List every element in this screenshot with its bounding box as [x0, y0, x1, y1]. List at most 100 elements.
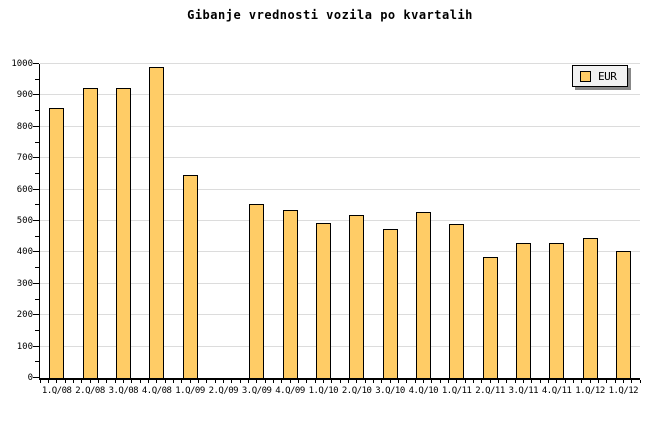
- x-tick: [89, 380, 91, 383]
- x-tick: [156, 380, 158, 383]
- gridline: [40, 189, 640, 190]
- y-tick-major: [33, 377, 39, 378]
- x-tick: [514, 380, 516, 383]
- bar: [149, 67, 165, 378]
- x-axis-label: 1.Q/11: [441, 386, 472, 396]
- x-tick: [556, 380, 558, 383]
- x-tick: [114, 380, 116, 383]
- y-tick-minor: [35, 267, 39, 268]
- chart-title: Gibanje vrednosti vozila po kvartalih: [187, 8, 473, 22]
- y-axis-line: [39, 64, 40, 378]
- y-tick-major: [33, 220, 39, 221]
- x-tick: [572, 380, 574, 383]
- y-tick-minor: [35, 299, 39, 300]
- x-tick: [256, 380, 258, 383]
- y-axis-label: 300: [16, 279, 33, 289]
- x-tick: [439, 380, 441, 383]
- x-tick: [614, 380, 616, 383]
- y-axis-label: 0: [27, 373, 33, 383]
- y-axis-label: 400: [16, 247, 33, 257]
- x-tick: [389, 380, 391, 383]
- x-axis-label: 4.Q/09: [275, 386, 305, 396]
- x-tick: [264, 380, 266, 383]
- y-tick-major: [33, 314, 39, 315]
- x-tick: [481, 380, 483, 383]
- x-axis-label: 4.Q/11: [541, 386, 572, 396]
- x-tick: [314, 380, 316, 383]
- x-tick: [506, 380, 508, 383]
- x-tick: [639, 380, 641, 383]
- y-tick-major: [33, 251, 39, 252]
- bar: [282, 210, 298, 378]
- x-axis-label: 2.Q/09: [208, 386, 239, 396]
- x-tick: [206, 380, 208, 383]
- x-tick: [339, 380, 341, 383]
- x-axis-label: 3.Q/10: [375, 386, 405, 396]
- bar: [49, 108, 65, 378]
- y-tick-major: [33, 94, 39, 95]
- x-tick: [622, 380, 624, 383]
- bar: [382, 229, 398, 378]
- x-tick: [222, 380, 224, 383]
- y-axis-label: 200: [16, 310, 33, 320]
- x-tick: [606, 380, 608, 383]
- y-tick-major: [33, 283, 39, 284]
- legend-swatch-icon: [580, 70, 591, 82]
- y-tick-minor: [35, 79, 39, 80]
- x-tick: [122, 380, 124, 383]
- y-axis-label: 1000: [11, 59, 33, 69]
- bar: [449, 224, 465, 378]
- y-tick-major: [33, 63, 39, 64]
- bar: [315, 223, 331, 378]
- x-tick: [306, 380, 308, 383]
- x-tick: [589, 380, 591, 383]
- x-tick: [164, 380, 166, 383]
- x-axis-label: 3.Q/09: [241, 386, 272, 396]
- x-tick: [381, 380, 383, 383]
- x-tick: [72, 380, 74, 383]
- x-axis-label: 4.Q/08: [141, 386, 172, 396]
- x-axis-label: 2.Q/11: [475, 386, 505, 396]
- gridline: [40, 314, 640, 315]
- x-tick: [131, 380, 133, 383]
- y-axis-label: 900: [16, 90, 33, 100]
- x-tick: [414, 380, 416, 383]
- x-tick: [331, 380, 333, 383]
- bar: [515, 243, 531, 378]
- y-axis-label: 500: [16, 216, 33, 226]
- x-tick: [106, 380, 108, 383]
- x-tick: [97, 380, 99, 383]
- x-axis-label: 1.Q/09: [175, 386, 205, 396]
- x-tick: [297, 380, 299, 383]
- gridline: [40, 220, 640, 221]
- x-tick: [631, 380, 633, 383]
- legend-label: EUR: [598, 69, 617, 83]
- y-tick-minor: [35, 236, 39, 237]
- x-axis-label: 2.Q/10: [341, 386, 372, 396]
- x-tick: [447, 380, 449, 383]
- bar: [349, 215, 365, 378]
- x-tick: [464, 380, 466, 383]
- x-tick: [531, 380, 533, 383]
- gridline: [40, 157, 640, 158]
- y-axis-label: 700: [16, 153, 33, 163]
- gridline: [40, 251, 640, 252]
- gridline: [40, 126, 640, 127]
- legend: EUR: [572, 65, 628, 87]
- x-tick: [289, 380, 291, 383]
- x-tick: [456, 380, 458, 383]
- y-tick-minor: [35, 361, 39, 362]
- x-tick: [172, 380, 174, 383]
- x-tick: [247, 380, 249, 383]
- x-tick: [489, 380, 491, 383]
- bar: [249, 204, 265, 378]
- x-axis-line: [39, 378, 640, 380]
- x-axis-label: 2.Q/08: [75, 386, 105, 396]
- x-tick: [347, 380, 349, 383]
- x-tick: [397, 380, 399, 383]
- x-tick: [564, 380, 566, 383]
- x-tick: [547, 380, 549, 383]
- x-tick: [272, 380, 274, 383]
- x-tick: [139, 380, 141, 383]
